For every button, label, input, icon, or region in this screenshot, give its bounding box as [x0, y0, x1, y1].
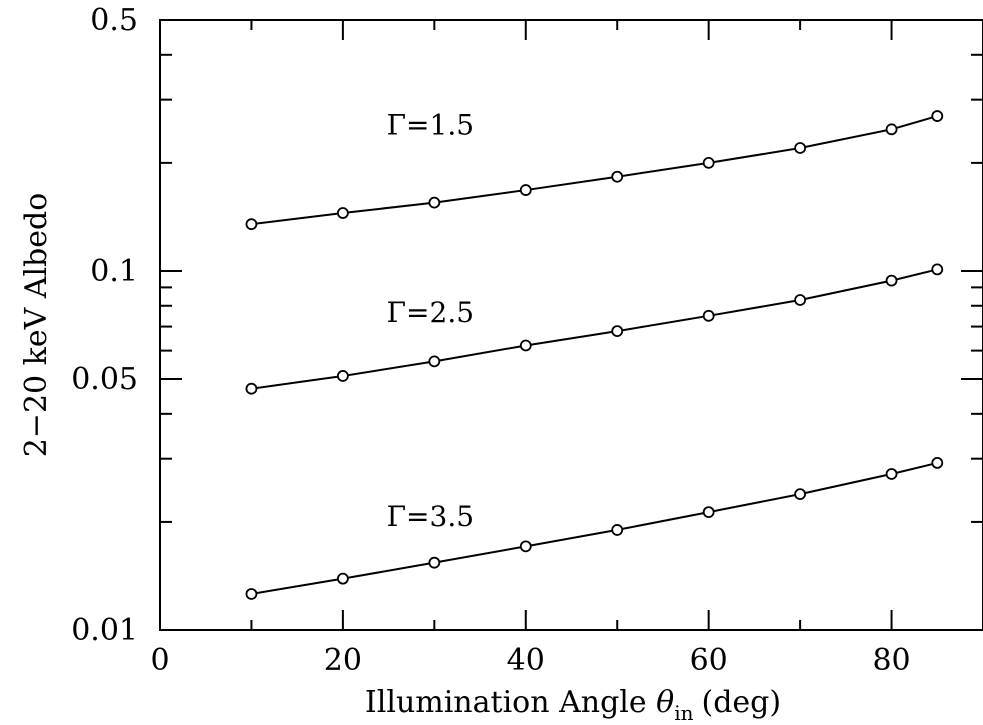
data-point — [794, 488, 807, 501]
series-line — [251, 461, 938, 595]
x-axis-label: Illumination Angle θin (deg) — [365, 685, 781, 725]
data-point — [611, 524, 624, 536]
x-tick-label: 0 — [150, 643, 169, 678]
y-tick-label: 0.05 — [71, 362, 138, 397]
data-point — [611, 325, 624, 337]
data-point — [611, 170, 624, 183]
data-point — [702, 506, 715, 518]
x-axis-label-subscript: in — [674, 701, 693, 725]
x-tick-label: 80 — [872, 643, 910, 678]
x-tick-labels: 0 20 40 60 80 — [150, 643, 910, 678]
plot-frame — [159, 19, 983, 631]
x-axis-label-text: Illumination Angle — [365, 685, 647, 720]
data-point — [702, 156, 715, 169]
data-point — [931, 457, 944, 469]
y-axis-label: 2−20 keV Albedo — [19, 193, 54, 458]
y-tick-label: 0.5 — [90, 3, 138, 38]
data-point — [245, 218, 258, 231]
series-label: Γ=3.5 — [387, 500, 474, 533]
data-point — [245, 588, 258, 600]
x-tick-label: 20 — [324, 643, 362, 678]
data-point — [428, 196, 441, 209]
data-point — [245, 382, 258, 395]
series-line — [251, 268, 938, 390]
data-point — [336, 207, 349, 219]
x-tick-label: 60 — [690, 643, 728, 678]
y-tick-label: 0.1 — [90, 254, 138, 289]
y-tick-labels: 0.01 0.05 0.1 0.5 — [71, 3, 138, 648]
series-line — [251, 115, 938, 226]
x-axis-label-unit: (deg) — [702, 685, 782, 720]
data-point — [931, 110, 944, 122]
data-point — [794, 142, 807, 154]
data-point — [519, 339, 532, 352]
data-point — [702, 309, 715, 322]
data-point — [885, 274, 898, 287]
series-group: Γ=1.5 Γ=2.5 Γ=3.5 — [245, 108, 944, 600]
axis-ticks — [160, 20, 983, 630]
data-point — [428, 556, 441, 569]
series-label: Γ=2.5 — [387, 296, 474, 329]
x-axis-label-symbol: θ — [656, 685, 674, 720]
x-tick-label: 40 — [507, 643, 545, 678]
data-point — [794, 294, 807, 306]
data-point — [519, 540, 532, 553]
data-point — [931, 263, 944, 276]
data-point — [336, 572, 349, 585]
data-point — [885, 468, 898, 480]
data-point — [519, 184, 532, 196]
y-tick-label: 0.01 — [71, 613, 138, 648]
series-label: Γ=1.5 — [387, 108, 474, 141]
data-point — [885, 123, 898, 136]
data-point — [336, 370, 349, 382]
data-point — [428, 355, 441, 368]
